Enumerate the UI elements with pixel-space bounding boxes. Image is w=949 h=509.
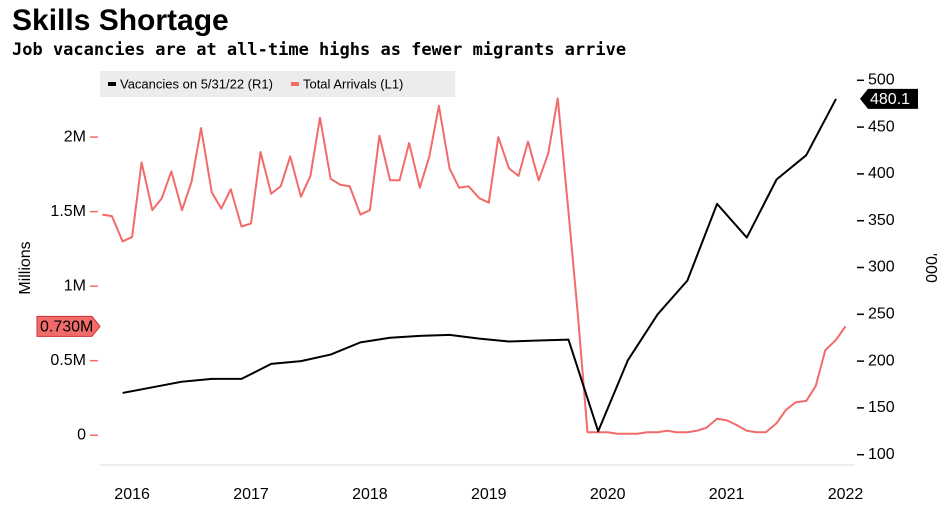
x-tick-label: 2017 xyxy=(233,486,269,503)
x-tick-label: 2019 xyxy=(471,486,507,503)
x-tick-label: 2020 xyxy=(590,486,626,503)
y2-tick-label: 300 xyxy=(868,259,895,276)
legend-label: Total Arrivals (L1) xyxy=(303,76,403,91)
y2-tick-label: 400 xyxy=(868,165,895,182)
y2-tick-label: 100 xyxy=(868,446,895,463)
value-label: 480.1 xyxy=(870,91,910,108)
value-flag xyxy=(36,315,101,337)
y2-tick-label: 150 xyxy=(868,399,895,416)
x-tick-label: 2018 xyxy=(352,486,388,503)
y-tick-label: 2M xyxy=(64,128,86,145)
legend-label: Vacancies on 5/31/22 (R1) xyxy=(120,76,273,91)
legend-box xyxy=(100,71,455,97)
chart-title: Skills Shortage xyxy=(12,4,229,37)
series-line xyxy=(122,98,837,433)
value-flag xyxy=(860,88,918,109)
series-line xyxy=(102,97,847,435)
y-tick-label: 1.5M xyxy=(50,203,86,220)
x-tick-label: 2022 xyxy=(828,486,864,503)
y-tick-label: 1M xyxy=(64,277,86,294)
y-axis-title: Millions xyxy=(17,241,34,294)
x-tick-label: 2021 xyxy=(709,486,745,503)
y2-tick-label: 450 xyxy=(868,118,895,135)
value-label: 0.730M xyxy=(40,319,93,336)
y2-tick-label: 500 xyxy=(868,72,895,89)
y2-tick-label: 200 xyxy=(868,352,895,369)
x-tick-label: 2016 xyxy=(114,486,150,503)
y2-tick-label: 250 xyxy=(868,306,895,323)
y-tick-label: 0.5M xyxy=(50,352,86,369)
y2-axis-title: '000 xyxy=(922,253,939,283)
chart-subtitle: Job vacancies are at all-time highs as f… xyxy=(12,40,626,60)
y-tick-label: 0 xyxy=(77,426,86,443)
y2-tick-label: 350 xyxy=(868,212,895,229)
